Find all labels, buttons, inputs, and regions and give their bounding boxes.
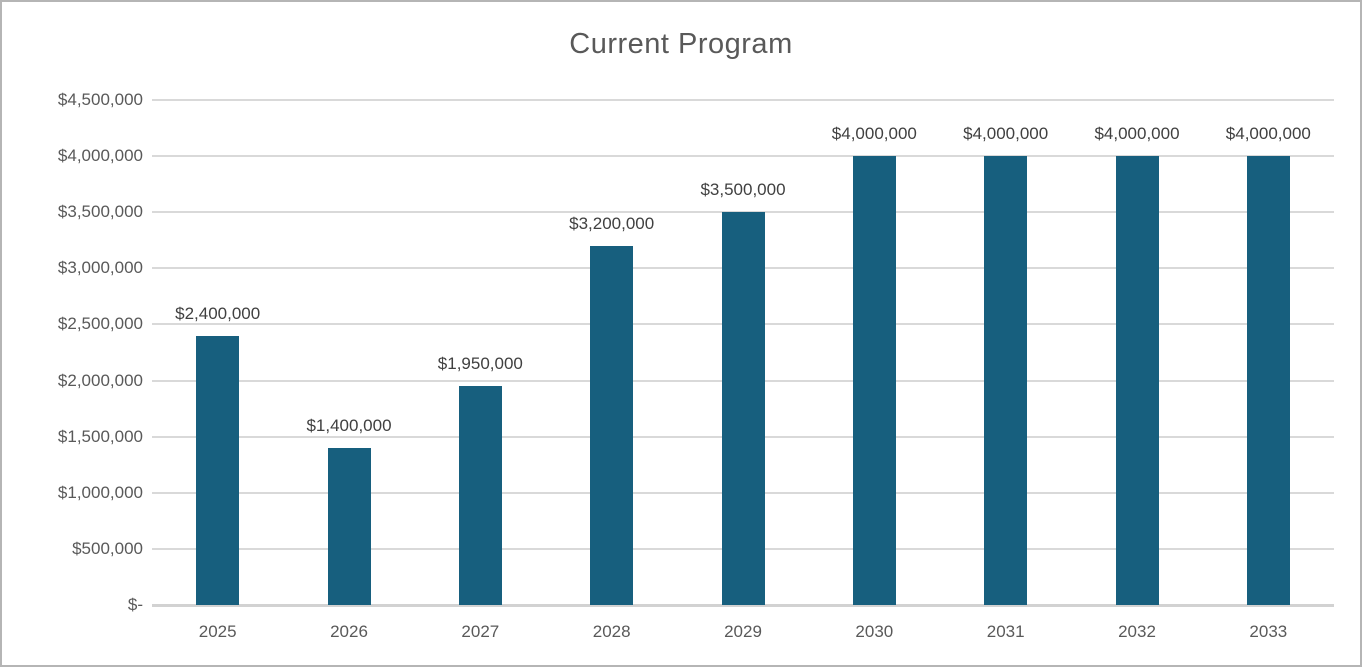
y-axis-label: $1,000,000 <box>57 482 143 502</box>
bar-data-label: $4,000,000 <box>1225 124 1311 144</box>
bar-2028[interactable] <box>590 245 634 605</box>
x-axis-label: 2032 <box>1118 622 1156 641</box>
x-axis-label: 2027 <box>461 622 500 641</box>
bar-data-label: $4,000,000 <box>963 124 1049 144</box>
x-axis-line <box>152 604 1334 607</box>
gridline <box>152 155 1334 158</box>
bar-data-label: $2,400,000 <box>175 303 261 323</box>
y-axis-label: $4,500,000 <box>57 90 143 109</box>
y-axis-label: $1,500,000 <box>57 426 143 446</box>
bar-data-label: $3,200,000 <box>569 213 655 233</box>
bar-2033[interactable] <box>1246 156 1290 605</box>
y-axis-label: $3,000,000 <box>57 258 143 278</box>
x-axis-label: 2029 <box>724 622 762 641</box>
bar-2032[interactable] <box>1115 156 1159 605</box>
bar-data-label: $1,950,000 <box>437 354 523 374</box>
x-axis-label: 2031 <box>986 622 1025 641</box>
bar-data-label: $3,500,000 <box>700 180 786 200</box>
y-axis-label: $3,500,000 <box>57 202 143 222</box>
gridline <box>152 99 1334 101</box>
bar-2027[interactable] <box>458 386 502 605</box>
x-axis-label: 2026 <box>330 622 368 641</box>
bar-2030[interactable] <box>852 156 896 605</box>
bar-2026[interactable] <box>327 447 371 605</box>
bar-data-label: $1,400,000 <box>306 415 392 435</box>
y-axis-label: $500,000 <box>72 538 143 558</box>
y-axis-label: $- <box>127 595 143 614</box>
bar-data-label: $4,000,000 <box>831 124 917 144</box>
bar-2029[interactable] <box>721 212 765 605</box>
x-axis-label: 2025 <box>198 622 237 641</box>
chart-title: Current Program <box>569 28 793 60</box>
x-axis-label: 2030 <box>855 622 894 641</box>
bar-data-label: $4,000,000 <box>1094 124 1180 144</box>
y-axis-label: $2,500,000 <box>57 314 143 334</box>
x-axis-label: 2028 <box>592 622 631 641</box>
bar-2031[interactable] <box>984 156 1028 605</box>
y-axis-label: $4,000,000 <box>57 146 143 166</box>
y-axis-label: $2,000,000 <box>57 370 143 390</box>
x-axis-label: 2033 <box>1249 622 1288 641</box>
bar-2025[interactable] <box>196 335 240 605</box>
